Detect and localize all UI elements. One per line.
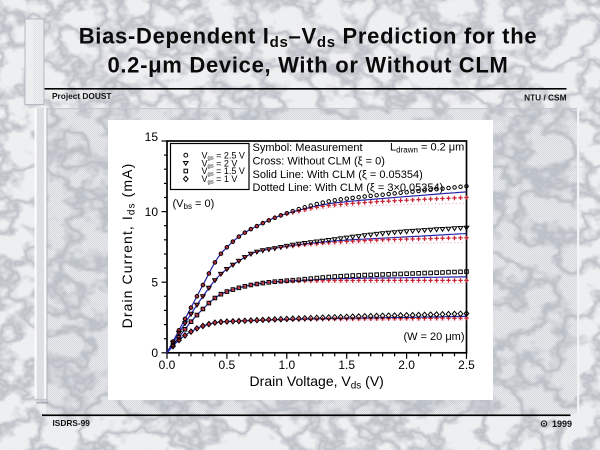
- svg-text:10: 10: [145, 205, 159, 219]
- svg-text:1.5: 1.5: [338, 358, 355, 372]
- svg-text:0: 0: [151, 346, 158, 360]
- svg-text:15: 15: [145, 130, 159, 144]
- svg-text:1.0: 1.0: [278, 358, 295, 372]
- svg-text:(Vbs = 0): (Vbs = 0): [173, 198, 215, 211]
- svg-text:2.0: 2.0: [398, 358, 415, 372]
- svg-text:Symbol: Measurement: Symbol: Measurement: [253, 142, 363, 154]
- svg-text:Dotted Line: With CLM (ξ = 3×0: Dotted Line: With CLM (ξ = 3×0.05354): [253, 182, 444, 194]
- svg-text:Bias-Dependent Ids–Vds Predict: Bias-Dependent Ids–Vds Prediction for th…: [79, 24, 538, 52]
- svg-text:0.2-μm Device, With or Without: 0.2-μm Device, With or Without CLM: [107, 52, 508, 77]
- svg-text:NTU / CSM: NTU / CSM: [524, 93, 566, 103]
- svg-text:Project DOUST: Project DOUST: [52, 91, 111, 101]
- svg-text:0.0: 0.0: [159, 358, 176, 372]
- svg-text:1999: 1999: [552, 419, 572, 429]
- svg-text:Drain Current, Ids (mA): Drain Current, Ids (mA): [119, 163, 138, 329]
- svg-text:5: 5: [151, 275, 158, 289]
- svg-text:(W = 20 μm): (W = 20 μm): [403, 331, 464, 343]
- svg-text:Vgs = 1.5 V: Vgs = 1.5 V: [202, 166, 245, 177]
- svg-text:Vgs = 2.5 V: Vgs = 2.5 V: [202, 150, 245, 161]
- svg-text:ISDRS-99: ISDRS-99: [53, 418, 91, 428]
- svg-text:Solid Line: With CLM (ξ = 0.05: Solid Line: With CLM (ξ = 0.05354): [253, 169, 423, 181]
- svg-text:2.5: 2.5: [458, 358, 475, 372]
- svg-text:0.5: 0.5: [219, 358, 236, 372]
- svg-text:Drain Voltage, Vds (V): Drain Voltage, Vds (V): [250, 373, 384, 392]
- svg-text:Vgs = 2 V: Vgs = 2 V: [202, 158, 238, 169]
- svg-text:Cross: Without CLM (ξ = 0): Cross: Without CLM (ξ = 0): [253, 155, 385, 167]
- svg-text:Vgs = 1 V: Vgs = 1 V: [202, 174, 238, 185]
- svg-text:Ldrawn = 0.2 μm: Ldrawn = 0.2 μm: [390, 142, 464, 155]
